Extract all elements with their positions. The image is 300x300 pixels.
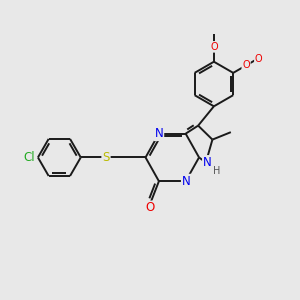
Text: S: S (102, 151, 110, 164)
Text: O: O (210, 42, 218, 52)
Text: H: H (213, 166, 220, 176)
Text: N: N (154, 127, 163, 140)
Text: Cl: Cl (23, 151, 35, 164)
Text: N: N (182, 175, 190, 188)
Text: O: O (255, 54, 262, 64)
Text: O: O (146, 202, 154, 214)
Text: N: N (203, 156, 212, 169)
Text: O: O (242, 60, 250, 70)
